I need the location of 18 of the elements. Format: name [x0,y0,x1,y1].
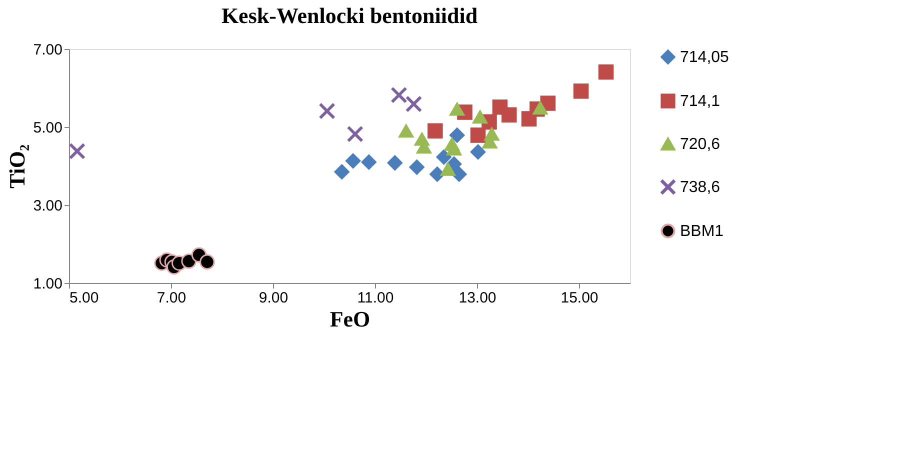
chart-title: Kesk-Wenlocki bentoniidid [221,3,478,28]
legend-label: 714,1 [680,93,720,110]
legend-label: 720,6 [680,136,720,153]
y-tick-label: 1.00 [33,276,62,292]
x-tick-label: 13.00 [458,290,496,306]
x-axis-title: FeO [330,306,370,332]
legend-label: 714,05 [680,49,730,66]
legend-label: BBM1 [680,223,724,240]
x-tick-label: 11.00 [357,290,394,306]
y-axis-title: TiO₂ [4,144,30,189]
x-tick-label: 9.00 [258,290,288,306]
x-tick-label: 5.00 [70,290,99,306]
legend-label: 738,6 [680,179,720,196]
y-tick-label: 7.00 [33,42,62,58]
x-tick-label: 7.00 [156,290,186,306]
x-tick-label: 15.00 [560,290,598,306]
y-tick-label: 3.00 [33,198,62,214]
y-tick-label: 5.00 [33,120,62,136]
